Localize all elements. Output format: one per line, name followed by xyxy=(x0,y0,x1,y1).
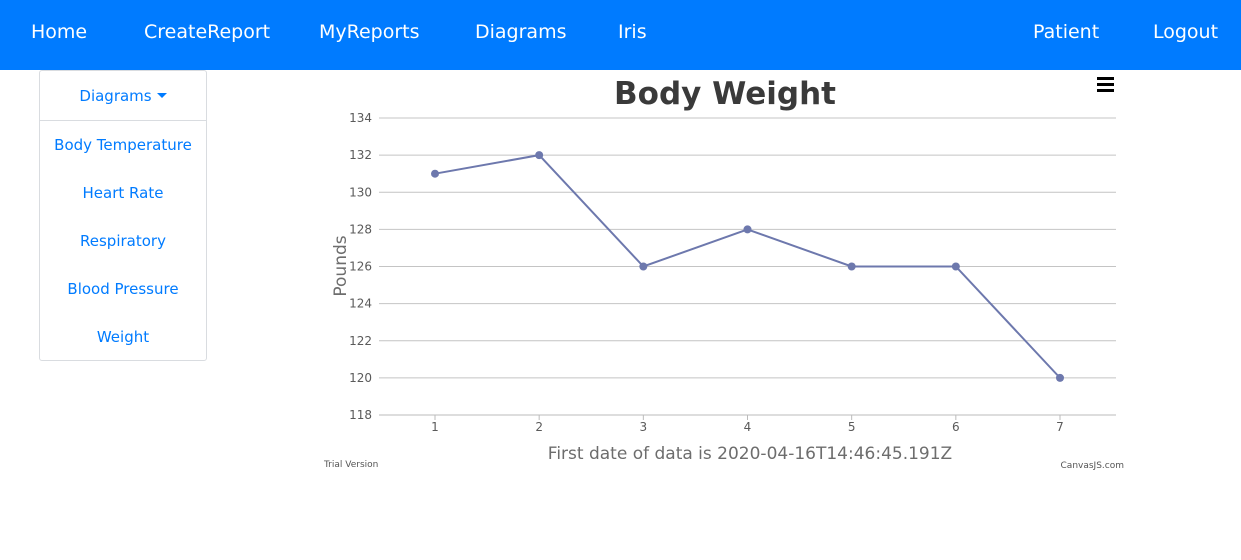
nav-create-report[interactable]: CreateReport xyxy=(144,21,271,43)
nav-diagrams[interactable]: Diagrams xyxy=(475,21,567,43)
x-tick-label: 1 xyxy=(431,420,439,434)
x-tick-label: 6 xyxy=(952,420,960,434)
sidebar-item-blood-pressure[interactable]: Blood Pressure xyxy=(67,280,179,298)
data-point[interactable] xyxy=(431,169,439,178)
diagrams-sidebar: Diagrams Body Temperature Heart Rate Res… xyxy=(39,70,207,361)
data-points xyxy=(431,151,1064,382)
trial-version-note: Trial Version xyxy=(323,460,378,470)
nav-my-reports[interactable]: MyReports xyxy=(319,21,420,43)
hamburger-menu-icon[interactable] xyxy=(1097,77,1114,92)
sidebar-item-respiratory[interactable]: Respiratory xyxy=(80,232,166,250)
y-tick-label: 120 xyxy=(349,371,372,385)
x-axis-title: First date of data is 2020-04-16T14:46:4… xyxy=(548,444,952,464)
data-point[interactable] xyxy=(639,262,648,271)
x-tick-label: 2 xyxy=(535,420,543,434)
caret-down-icon xyxy=(156,93,167,98)
x-tick-label: 4 xyxy=(744,420,752,434)
y-axis-ticks: 118 120 122 124 126 128 130 132 134 xyxy=(349,111,372,422)
nav-logout[interactable]: Logout xyxy=(1153,21,1219,43)
diagrams-dropdown-label: Diagrams xyxy=(79,87,152,105)
y-tick-label: 124 xyxy=(349,297,372,311)
y-tick-label: 122 xyxy=(349,334,372,348)
data-point[interactable] xyxy=(1056,373,1064,382)
y-tick-label: 130 xyxy=(349,185,372,199)
x-tick-label: 5 xyxy=(848,420,856,434)
x-axis-ticks: 1 2 3 4 5 6 7 xyxy=(431,415,1064,434)
y-tick-label: 132 xyxy=(349,148,372,162)
data-point[interactable] xyxy=(951,262,960,271)
chart-title: Body Weight xyxy=(614,76,836,112)
canvasjs-credit[interactable]: CanvasJS.com xyxy=(1061,461,1124,471)
y-axis-title: Pounds xyxy=(331,235,351,296)
y-tick-label: 134 xyxy=(349,111,372,125)
x-tick-label: 7 xyxy=(1056,420,1064,434)
sidebar-item-body-temperature[interactable]: Body Temperature xyxy=(54,136,192,154)
diagrams-dropdown-toggle[interactable]: Diagrams xyxy=(40,71,206,121)
sidebar-item-weight[interactable]: Weight xyxy=(96,328,150,346)
top-navbar: Home CreateReport MyReports Diagrams Iri… xyxy=(0,0,1241,70)
y-tick-label: 126 xyxy=(349,260,372,274)
data-point[interactable] xyxy=(535,151,544,160)
data-point[interactable] xyxy=(743,225,752,234)
chart-grid xyxy=(379,117,1116,416)
y-tick-label: 118 xyxy=(349,408,372,422)
nav-patient[interactable]: Patient xyxy=(1033,21,1100,43)
nav-iris[interactable]: Iris xyxy=(618,21,647,43)
x-tick-label: 3 xyxy=(640,420,648,434)
nav-home[interactable]: Home xyxy=(31,21,88,43)
y-tick-label: 128 xyxy=(349,222,372,236)
data-point[interactable] xyxy=(847,262,856,271)
sidebar-item-heart-rate[interactable]: Heart Rate xyxy=(82,184,164,202)
